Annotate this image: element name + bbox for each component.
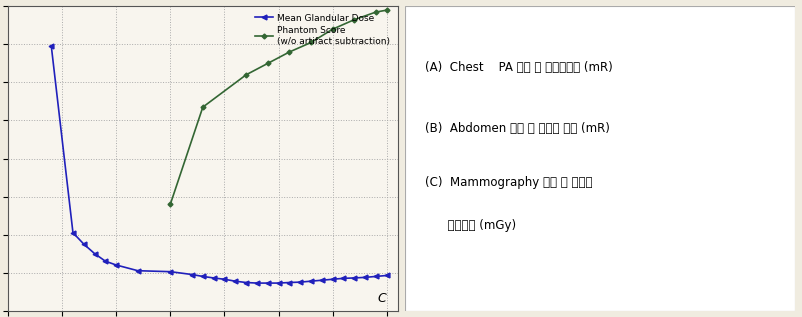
Text: 방사선량 (mGy): 방사선량 (mGy) [424,219,516,232]
Text: (B)  Abdomen 추영 시 입사면 선량 (mR): (B) Abdomen 추영 시 입사면 선량 (mR) [424,121,609,135]
Text: (A)  Chest    PA 추영 시 입사면선량 (mR): (A) Chest PA 추영 시 입사면선량 (mR) [424,61,612,74]
FancyBboxPatch shape [405,6,794,311]
Legend: Mean Glandular Dose, Phantom Score
(w/o artifact subtraction): Mean Glandular Dose, Phantom Score (w/o … [252,11,393,48]
Text: (C)  Mammography 추영 시 젟샘의: (C) Mammography 추영 시 젟샘의 [424,176,592,189]
Text: C: C [377,292,386,305]
